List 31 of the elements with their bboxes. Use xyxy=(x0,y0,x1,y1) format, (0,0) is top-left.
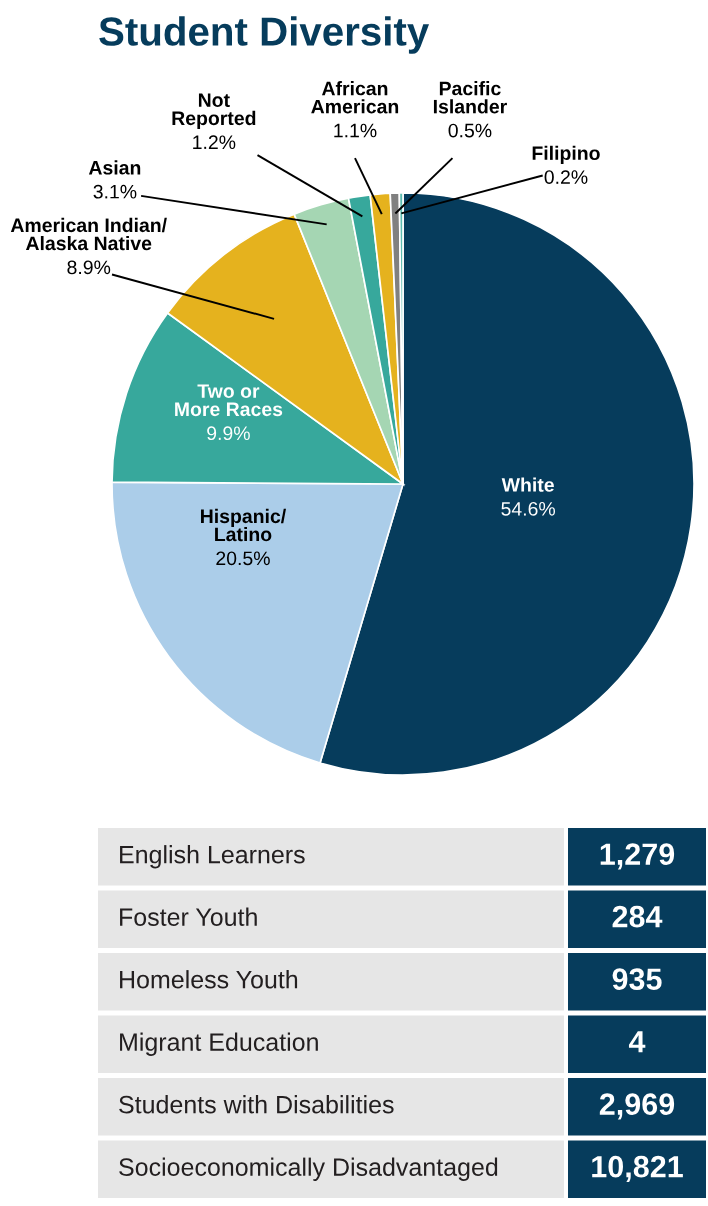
slice-label: Filipino xyxy=(532,145,600,164)
category-label: Students with Disabilities xyxy=(119,1095,394,1114)
data-label: 4 xyxy=(628,1031,646,1053)
category-label: Migrant Education xyxy=(120,1032,318,1056)
slice-label: Not Reported xyxy=(172,93,256,129)
chart-title: Student Diversity xyxy=(99,16,430,54)
slice-label: Asian xyxy=(88,160,141,175)
slice-label: American Indian/ Alaska Native xyxy=(10,217,167,251)
data-label: 10,821 xyxy=(592,1155,683,1182)
data-label: 9.9% xyxy=(207,426,250,441)
data-label: 1.1% xyxy=(334,123,377,138)
data-label: 3.1% xyxy=(93,184,137,199)
slice-label: White xyxy=(501,477,554,492)
category-label: Socioeconomically Disadvantaged xyxy=(119,1157,498,1181)
category-label: English Learners xyxy=(120,845,305,869)
data-label: 20.5% xyxy=(216,551,270,566)
data-label: 2,969 xyxy=(599,1093,675,1120)
data-label: 54.6% xyxy=(501,501,556,516)
slice-label: African American xyxy=(311,81,399,114)
data-label: 8.9% xyxy=(67,260,111,275)
slice-label: Two or More Races xyxy=(175,384,283,417)
data-label: 1.2% xyxy=(193,135,236,150)
data-label: 0.2% xyxy=(544,170,588,184)
data-label: 284 xyxy=(612,905,663,928)
data-label: 1,279 xyxy=(600,843,675,870)
category-label: Foster Youth xyxy=(120,907,257,926)
category-label: Homeless Youth xyxy=(120,970,298,989)
slice-label: Hispanic/ Latino xyxy=(201,508,286,542)
data-label: 935 xyxy=(612,968,662,990)
data-label: 0.5% xyxy=(448,123,492,138)
slice-label: Pacific Islander xyxy=(433,81,507,114)
